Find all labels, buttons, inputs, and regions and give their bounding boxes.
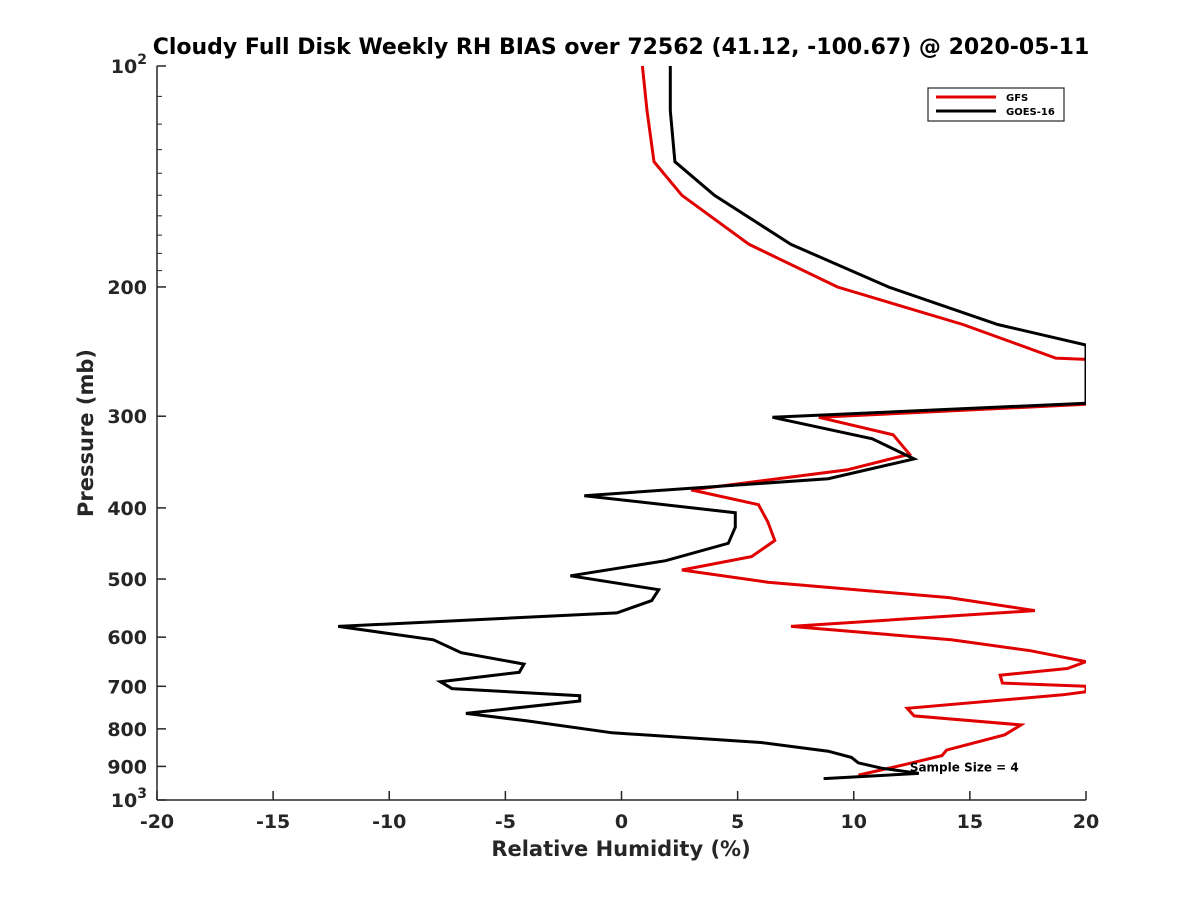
y-tick-label: 600 — [107, 627, 147, 649]
sample-size-annotation: Sample Size = 4 — [910, 760, 1019, 774]
y-tick-label: 300 — [107, 406, 147, 428]
y-tick-label: 900 — [107, 756, 147, 778]
y-axis: 102 200 300 400 500 600 700 800 900 103 — [107, 52, 166, 812]
series-line-gfs — [640, 65, 1086, 777]
x-tick-label: 0 — [615, 811, 628, 833]
y-tick-label: 200 — [107, 277, 147, 299]
x-tick-label: 10 — [841, 811, 867, 833]
y-tick-label: 103 — [111, 786, 147, 812]
x-tick-label: -10 — [372, 811, 406, 833]
legend-box — [927, 87, 1065, 122]
legend-label-gfs: GFS — [1006, 93, 1028, 104]
x-axis-label: Relative Humidity (%) — [491, 837, 750, 861]
x-tick-label: -20 — [140, 811, 174, 833]
series-lines — [337, 65, 1086, 781]
x-axis: -20 -15 -10 -5 0 5 10 15 20 — [140, 791, 1099, 833]
y-axis-label: Pressure (mb) — [74, 349, 98, 517]
y-tick-label: 400 — [107, 498, 147, 520]
legend-label-goes-16: GOES-16 — [1006, 107, 1055, 118]
series-line-goes-16 — [337, 66, 1086, 781]
annotations: Sample Size = 4 — [910, 760, 1019, 774]
y-tick-label: 500 — [107, 569, 147, 591]
y-tick-label: 800 — [107, 719, 147, 741]
plot-area — [337, 65, 1086, 781]
x-tick-label: 20 — [1073, 811, 1099, 833]
x-tick-label: -15 — [256, 811, 290, 833]
chart-title: Cloudy Full Disk Weekly RH BIAS over 725… — [153, 35, 1090, 60]
x-tick-label: -5 — [495, 811, 516, 833]
x-tick-label: 5 — [731, 811, 744, 833]
y-tick-label: 102 — [111, 52, 147, 78]
y-tick-label: 700 — [107, 676, 147, 698]
x-tick-label: 15 — [957, 811, 983, 833]
legend: GFS GOES-16 — [927, 87, 1065, 122]
